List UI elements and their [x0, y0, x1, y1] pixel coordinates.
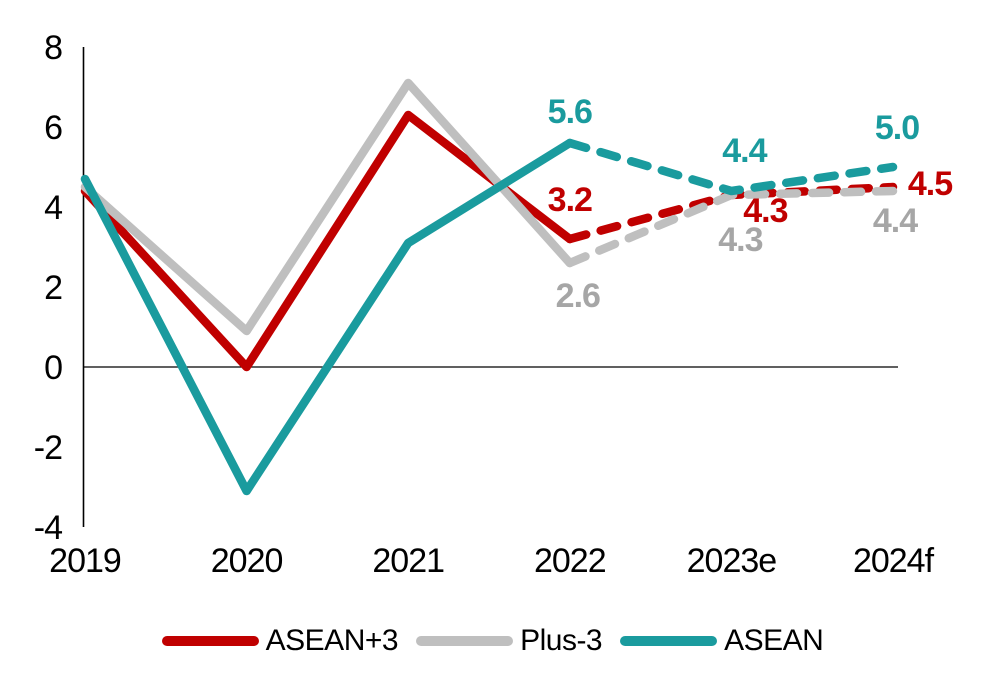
data-label-Plus-3-2023e: 4.3: [718, 221, 762, 259]
y-tick-label: 6: [44, 109, 62, 147]
y-tick-label: 0: [44, 349, 62, 387]
legend-swatch-asean-plus-3: [161, 636, 259, 646]
legend-item-asean-plus-3: ASEAN+3: [161, 624, 399, 658]
data-label-ASEAN+3-2023e: 4.3: [743, 192, 787, 230]
series-line-dashed-ASEAN: [565, 138, 898, 196]
y-tick-label: -4: [34, 509, 62, 547]
legend-swatch-asean: [620, 636, 718, 646]
legend-label-plus-3: Plus-3: [520, 624, 603, 657]
data-label-Plus-3-2024f: 4.4: [873, 202, 918, 240]
legend-label-asean-plus-3: ASEAN+3: [265, 624, 399, 657]
x-tick-label: 2019: [49, 542, 121, 580]
data-label-ASEAN-2024f: 5.0: [875, 109, 919, 147]
x-tick-label: 2022: [534, 542, 606, 580]
chart-legend: ASEAN+3 Plus-3 ASEAN: [0, 624, 985, 658]
series-line-solid-ASEAN: [80, 138, 575, 496]
x-tick-label: 2023e: [687, 542, 777, 580]
series-line-solid-Plus-3: [80, 78, 575, 336]
x-tick-label: 2024f: [853, 542, 935, 580]
data-label-ASEAN+3-2022: 3.2: [548, 181, 592, 219]
legend-swatch-plus-3: [416, 636, 514, 646]
legend-item-plus-3: Plus-3: [416, 624, 603, 658]
data-label-Plus-3-2022: 2.6: [556, 277, 600, 315]
x-tick-label: 2021: [372, 542, 444, 580]
y-tick-label: -2: [34, 429, 62, 467]
legend-label-asean: ASEAN: [724, 624, 824, 657]
data-label-ASEAN+3-2024f: 4.5: [908, 165, 952, 203]
x-tick-label: 2020: [211, 542, 283, 580]
legend-item-asean: ASEAN: [620, 624, 824, 658]
data-label-ASEAN-2022: 5.6: [548, 93, 592, 131]
y-tick-label: 8: [44, 29, 62, 67]
data-label-ASEAN-2023e: 4.4: [722, 132, 767, 170]
y-tick-label: 4: [44, 189, 62, 227]
y-tick-label: 2: [44, 269, 62, 307]
series-line-solid-ASEAN+3: [80, 110, 575, 372]
